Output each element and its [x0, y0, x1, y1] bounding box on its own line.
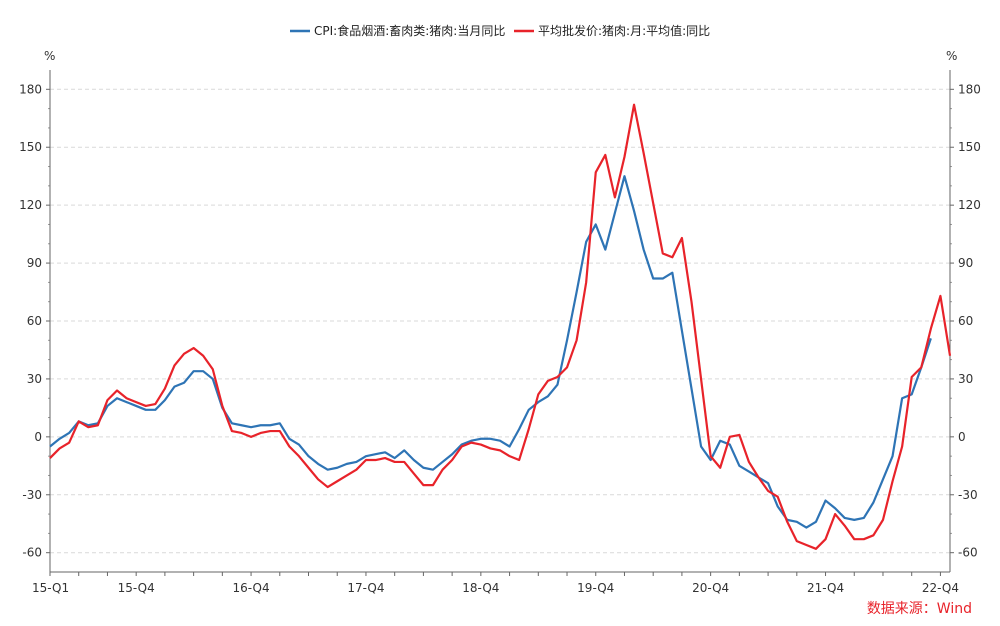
x-tick-label: 15-Q4: [118, 581, 155, 595]
x-tick-label: 17-Q4: [347, 581, 384, 595]
legend-label-wholesale: 平均批发价:猪肉:月:平均值:同比: [538, 23, 710, 38]
y-tick-label-right: 30: [958, 372, 973, 386]
series-lines: [49, 103, 952, 550]
y-tick-label-right: 0: [958, 430, 966, 444]
y-tick-label-right: 180: [958, 82, 981, 96]
x-tick-label: 22-Q4: [922, 581, 959, 595]
right-axis-unit: %: [946, 49, 957, 63]
data-source-note: 数据来源：Wind: [866, 601, 972, 617]
y-tick-label-left: 120: [19, 198, 42, 212]
x-tick-label: 21-Q4: [807, 581, 844, 595]
y-tick-label-left: 90: [27, 256, 42, 270]
x-tick-label: 18-Q4: [462, 581, 499, 595]
x-tick-label: 19-Q4: [577, 581, 614, 595]
grid-lines: [50, 88, 950, 554]
axes: 180 180 150 150 120 120 90 90 60 60 30 30 0 0 -30 -30 -6…: [19, 70, 981, 595]
series-line-cpi-pork: [49, 175, 932, 529]
y-tick-label-right: 90: [958, 256, 973, 270]
y-tick-label-left: 180: [19, 82, 42, 96]
y-tick-label-left: 150: [19, 140, 42, 154]
legend: CPI:食品烟酒:畜肉类:猪肉:当月同比 平均批发价:猪肉:月:平均值:同比: [290, 23, 710, 38]
y-tick-label-left: 30: [27, 372, 42, 386]
x-tick-label: 15-Q1: [32, 581, 69, 595]
y-tick-label-right: -60: [958, 546, 978, 560]
y-tick-label-left: -60: [22, 546, 42, 560]
legend-label-cpi: CPI:食品烟酒:畜肉类:猪肉:当月同比: [314, 23, 505, 38]
y-tick-label-left: -30: [22, 488, 42, 502]
y-tick-label-left: 60: [27, 314, 42, 328]
x-tick-label: 16-Q4: [233, 581, 270, 595]
y-tick-label-right: 120: [958, 198, 981, 212]
left-axis-unit: %: [44, 49, 55, 63]
y-tick-label-right: -30: [958, 488, 978, 502]
y-tick-label-left: 0: [34, 430, 42, 444]
y-tick-label-right: 150: [958, 140, 981, 154]
x-tick-label: 20-Q4: [692, 581, 729, 595]
series-line-pork-wholesale: [49, 103, 952, 550]
y-tick-label-right: 60: [958, 314, 973, 328]
